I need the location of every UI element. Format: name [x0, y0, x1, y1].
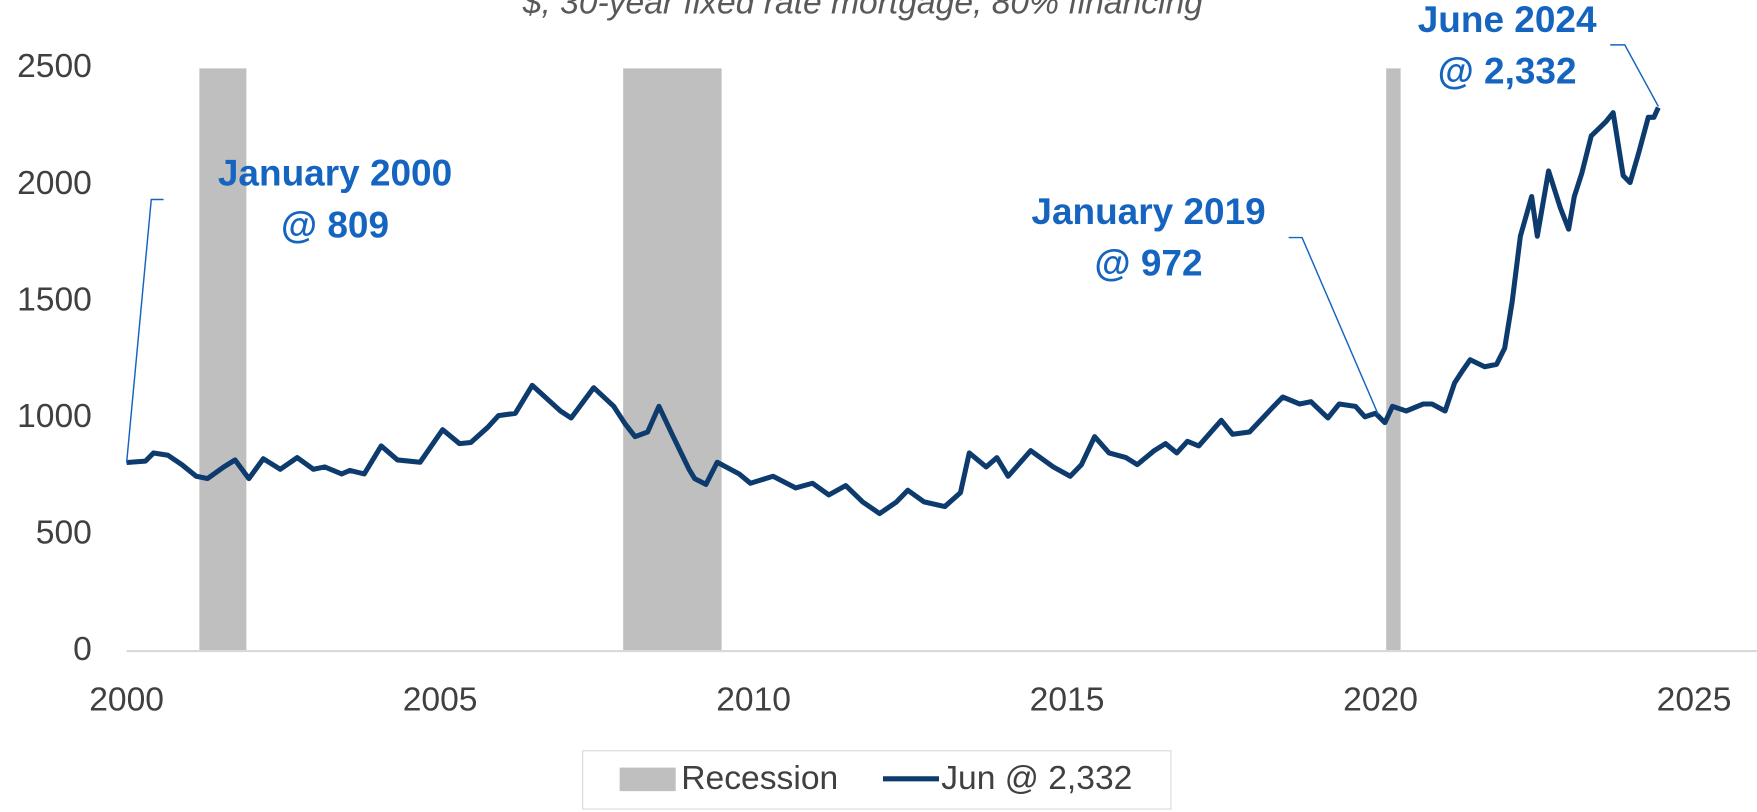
annotation-text: June 2024	[1418, 0, 1597, 40]
annotation-leader	[1610, 44, 1660, 107]
annotation-text: January 2000	[218, 153, 452, 194]
annotation-text: @ 809	[281, 204, 389, 245]
y-tick-label: 2500	[17, 48, 92, 85]
x-tick-label: 2000	[89, 681, 164, 718]
chart-subtitle: $, 30-year fixed rate mortgage, 80% fina…	[522, 0, 1203, 21]
x-tick-label: 2005	[403, 681, 478, 718]
legend-label: Jun @ 2,332	[941, 760, 1132, 797]
y-tick-label: 0	[73, 631, 92, 668]
x-tick-label: 2025	[1657, 681, 1732, 718]
x-tick-label: 2010	[716, 681, 791, 718]
annotation-leader	[1288, 236, 1379, 415]
y-tick-label: 1500	[17, 281, 92, 318]
recession-band	[1386, 68, 1401, 652]
legend-label: Recession	[681, 760, 838, 797]
y-tick-label: 1000	[17, 398, 92, 435]
annotation-leader	[125, 198, 164, 463]
y-tick-label: 2000	[17, 165, 92, 202]
data-line	[126, 106, 1661, 517]
x-tick-label: 2015	[1030, 681, 1105, 718]
recession-band	[623, 68, 722, 652]
annotation-text: @ 2,332	[1438, 51, 1577, 92]
y-tick-label: 500	[36, 514, 92, 551]
legend-swatch	[619, 767, 676, 792]
recession-band	[199, 68, 247, 652]
legend-box	[582, 750, 1172, 810]
x-tick-label: 2020	[1343, 681, 1418, 718]
annotation-text: January 2019	[1031, 191, 1265, 232]
annotation-text: @ 972	[1095, 242, 1203, 283]
